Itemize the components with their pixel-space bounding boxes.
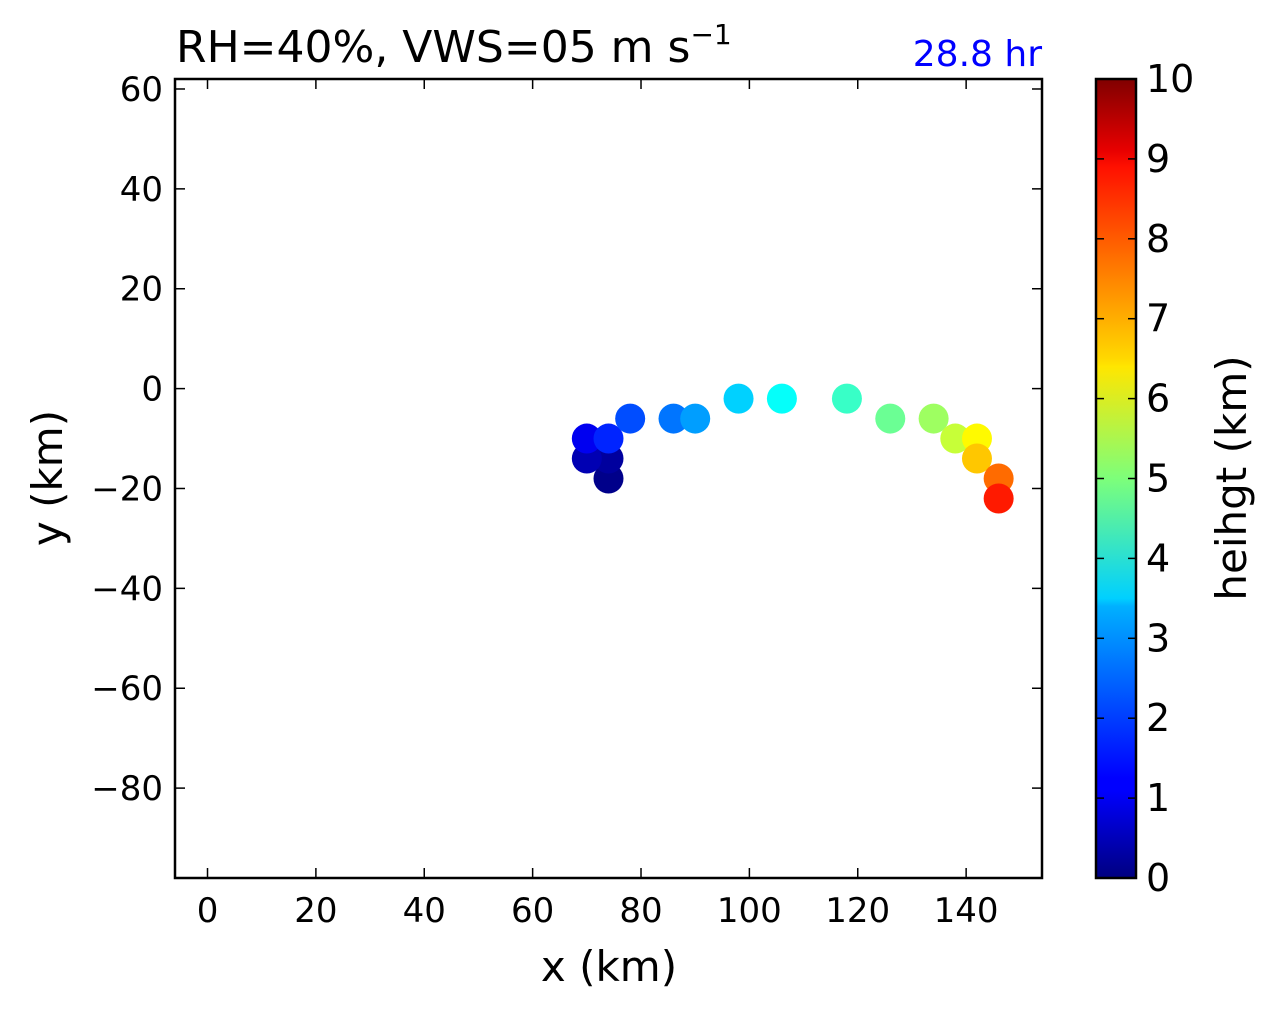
- x-tick-label: 140: [934, 891, 999, 931]
- plot-area: [173, 77, 1044, 880]
- colorbar-tick-label: 1: [1146, 776, 1170, 820]
- x-tick-label: 0: [197, 891, 219, 931]
- scatter-point: [831, 383, 862, 414]
- colorbar-label: heihgt (km): [1207, 355, 1256, 600]
- scatter-point: [680, 403, 711, 434]
- colorbar-tick-label: 6: [1146, 377, 1170, 421]
- scatter-point: [571, 423, 602, 454]
- colorbar-tick-label: 8: [1146, 217, 1170, 261]
- x-tick-label: 20: [294, 891, 337, 931]
- y-tick-label: 0: [141, 370, 163, 410]
- colorbar-tick-label: 0: [1146, 856, 1170, 900]
- x-axis: 0 20 40 60 80 100 120 140: [197, 79, 999, 931]
- scatter-point: [658, 403, 689, 434]
- y-tick-label: 20: [120, 270, 163, 310]
- scatter-point: [940, 423, 971, 454]
- x-axis-label: x (km): [541, 942, 677, 991]
- colorbar-tick-label: 4: [1146, 536, 1170, 580]
- scatter-points: [571, 383, 1014, 514]
- y-tick-label: 60: [120, 70, 163, 110]
- scatter-point: [766, 383, 797, 414]
- x-tick-label: 80: [619, 891, 662, 931]
- y-axis-label: y (km): [23, 410, 72, 546]
- x-tick-label: 100: [717, 891, 782, 931]
- scatter-point: [875, 403, 906, 434]
- y-tick-label: −60: [91, 669, 163, 709]
- y-axis: 60 40 20 0 −20 −40 −60 −80: [91, 70, 1042, 809]
- chart-title: RH=40%, VWS=05 m s−1: [176, 18, 732, 73]
- y-tick-label: −20: [91, 469, 163, 509]
- x-tick-label: 60: [511, 891, 554, 931]
- colorbar-tick-label: 2: [1146, 696, 1170, 740]
- y-tick-label: −80: [91, 769, 163, 809]
- y-tick-label: −40: [91, 569, 163, 609]
- y-tick-label: 40: [120, 170, 163, 210]
- time-annotation: 28.8 hr: [913, 34, 1042, 75]
- scatter-point: [723, 383, 754, 414]
- scatter-point: [961, 443, 992, 474]
- x-tick-label: 40: [403, 891, 446, 931]
- scatter-point: [615, 403, 646, 434]
- chart-title-superscript: −1: [690, 18, 731, 51]
- scatter-point: [593, 423, 624, 454]
- x-tick-label: 120: [825, 891, 890, 931]
- colorbar-tick-label: 9: [1146, 137, 1170, 181]
- scatter-point: [983, 483, 1014, 514]
- scatter-point: [918, 403, 949, 434]
- colorbar-ticks: 0 1 2 3 4 5 6 7 8 9 10: [1096, 57, 1194, 900]
- colorbar-tick-label: 3: [1146, 616, 1170, 660]
- colorbar-tick-label: 5: [1146, 457, 1170, 501]
- colorbar-tick-label: 7: [1146, 297, 1170, 341]
- colorbar-tick-label: 10: [1146, 57, 1194, 101]
